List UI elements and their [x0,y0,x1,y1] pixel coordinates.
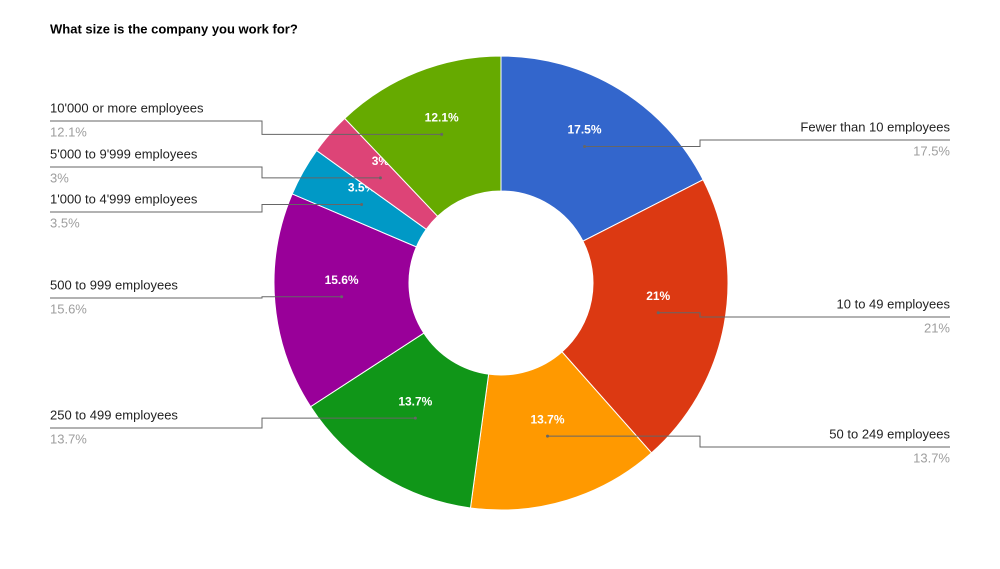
slice [561,179,729,454]
legend-value: 12.1% [50,124,87,139]
slice-label: 21% [646,289,670,303]
legend-value: 3.5% [50,215,80,230]
leader-line [584,139,950,148]
legend-label: Fewer than 10 employees [800,119,950,134]
slice-label: 13.7% [398,394,432,408]
legend-label: 50 to 249 employees [829,426,950,441]
legend-value: 15.6% [50,301,87,316]
slice [343,55,502,217]
legend-value: 13.7% [50,431,87,446]
leader-dot [360,202,364,206]
legend-label: 5'000 to 9'999 employees [50,146,198,161]
leader-dot [340,295,344,299]
leader-line [547,435,950,448]
legend-value: 3% [50,170,69,185]
leader-line [50,417,416,429]
slice-label: 12.1% [425,111,459,125]
leader-dot [413,416,417,420]
slice [309,332,490,509]
slice-label: 15.6% [325,273,359,287]
leader-line [658,312,950,318]
leader-line [50,166,381,179]
leader-dot [440,132,444,136]
legend-label: 1'000 to 4'999 employees [50,191,198,206]
legend-label: 10 to 49 employees [837,296,951,311]
legend-label: 250 to 499 employees [50,407,178,422]
legend-value: 17.5% [913,143,950,158]
slice [469,351,653,511]
slice [273,193,425,408]
leader-dot [378,176,382,180]
legend-value: 21% [924,320,950,335]
chart-title: What size is the company you work for? [50,21,298,36]
leader-dot [583,145,587,149]
slice [500,55,704,242]
leader-line [50,120,442,135]
leader-line [50,203,362,213]
legend-label: 10'000 or more employees [50,100,204,115]
slice-label: 17.5% [568,123,602,137]
slice-label: 13.7% [531,412,565,426]
leader-dot [656,311,660,315]
leader-dot [546,434,550,438]
leader-line [50,296,342,299]
legend-value: 13.7% [913,450,950,465]
legend-label: 500 to 999 employees [50,277,178,292]
